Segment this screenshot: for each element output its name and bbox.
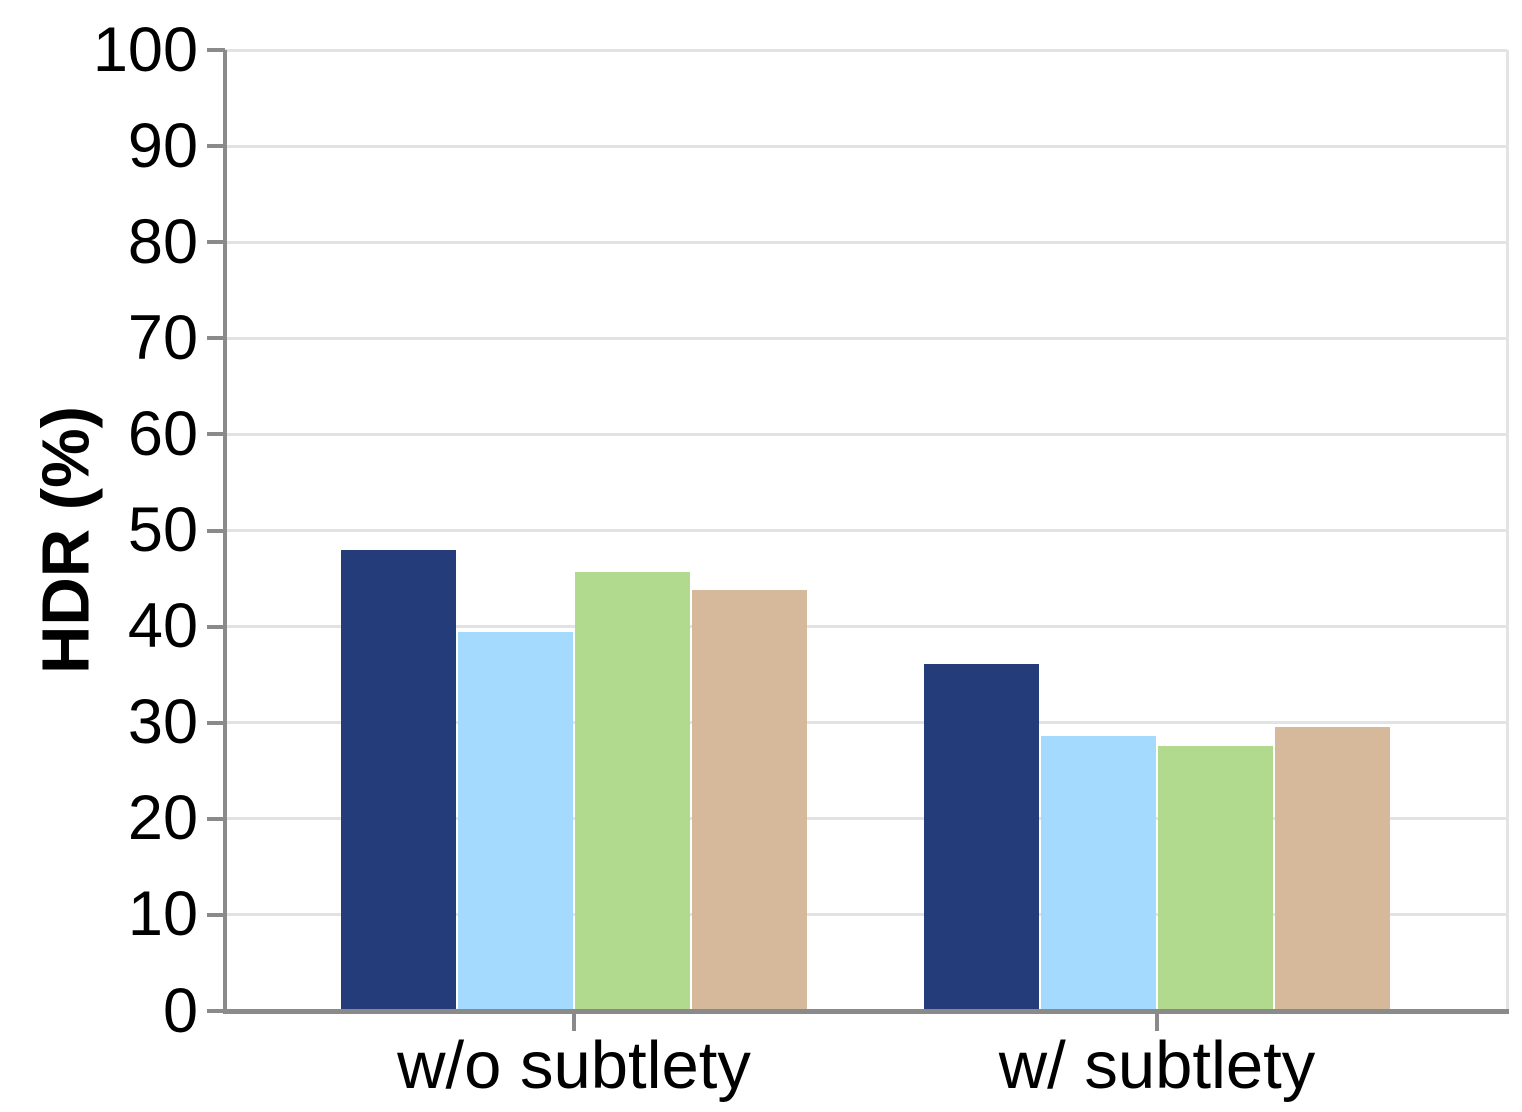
- y-tick-50: [207, 528, 225, 533]
- y-tick-label-40: 40: [127, 591, 198, 662]
- bar-light-blue-1: [458, 632, 573, 1011]
- bar-tan-2: [1275, 726, 1390, 1011]
- gridline-90: [225, 144, 1507, 148]
- y-tick-90: [207, 144, 225, 149]
- gridline-20: [225, 817, 1507, 821]
- gridline-40: [225, 625, 1507, 629]
- x-tick-2: [1155, 1011, 1159, 1031]
- gridline-100: [225, 48, 1507, 52]
- gridline-50: [225, 529, 1507, 532]
- y-tick-label-90: 90: [127, 110, 198, 181]
- gridline-80: [225, 240, 1507, 244]
- y-tick-10: [207, 912, 225, 917]
- y-tick-label-10: 10: [127, 879, 198, 950]
- y-axis-line: [223, 50, 227, 1011]
- gridline-60: [225, 432, 1507, 436]
- gridline-70: [225, 336, 1507, 340]
- bar-navy-1: [341, 549, 456, 1011]
- y-tick-label-20: 20: [127, 783, 198, 854]
- gridline-30: [225, 721, 1507, 725]
- y-tick-label-100: 100: [92, 14, 198, 85]
- bar-light-blue-2: [1041, 736, 1156, 1011]
- y-tick-40: [207, 624, 225, 629]
- y-tick-label-60: 60: [127, 398, 198, 469]
- y-tick-label-80: 80: [127, 206, 198, 277]
- x-tick-1: [572, 1011, 576, 1031]
- y-tick-80: [207, 240, 225, 245]
- y-tick-60: [207, 432, 225, 437]
- plot-right-border: [1506, 50, 1509, 1011]
- y-tick-label-50: 50: [127, 495, 198, 565]
- y-tick-label-70: 70: [127, 302, 198, 373]
- bar-green-1: [575, 571, 690, 1011]
- x-tick-label-2: w/ subtlety: [998, 1028, 1316, 1103]
- y-tick-0: [207, 1009, 225, 1013]
- y-tick-30: [207, 720, 225, 725]
- y-tick-label-0: 0: [162, 975, 198, 1046]
- y-tick-20: [207, 816, 225, 821]
- y-tick-100: [207, 48, 225, 52]
- x-tick-label-1: w/o subtlety: [397, 1028, 751, 1103]
- bar-green-2: [1158, 745, 1273, 1011]
- y-tick-label-30: 30: [127, 687, 198, 758]
- gridline-10: [225, 913, 1507, 917]
- x-axis-line: [223, 1009, 1509, 1014]
- bar-navy-2: [924, 664, 1039, 1011]
- bar-tan-1: [692, 590, 807, 1011]
- y-tick-70: [207, 336, 225, 341]
